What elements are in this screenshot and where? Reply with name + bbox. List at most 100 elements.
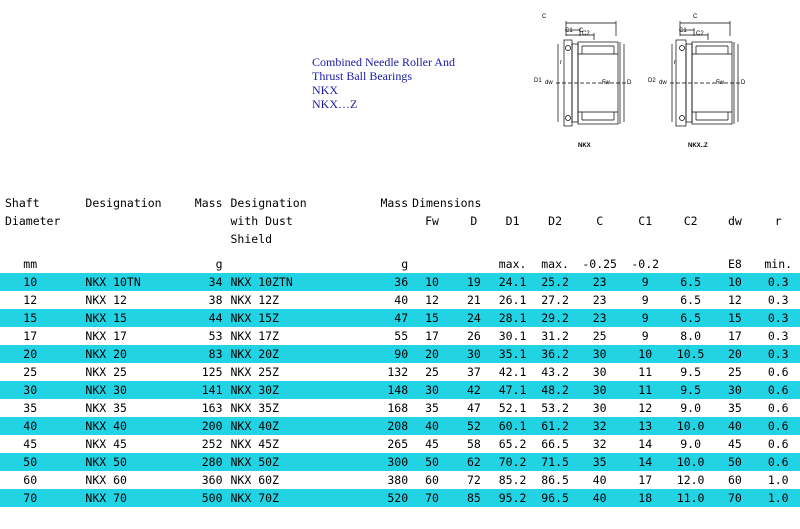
cell-fw: 10	[408, 273, 456, 291]
cell-mass-dust: 300	[360, 453, 409, 471]
cell-d1: 26.1	[498, 293, 527, 307]
bearing-drawing-nkxz	[670, 21, 742, 127]
label-c1: C1	[565, 28, 573, 34]
cell-d: 26	[466, 329, 481, 343]
label-c2: C2	[696, 31, 704, 37]
cell-d2: 29.2	[533, 309, 577, 327]
label-d: D	[627, 80, 632, 86]
table-row: 20 NKX 20 83 NKX 20Z 90 20 30 35.1 36.2 30 10 10.5 2…	[0, 345, 800, 363]
cell-fw: 40	[408, 417, 456, 435]
cell-mass-dust: 148	[360, 381, 409, 399]
cell-c: 23	[576, 273, 623, 291]
cell-dw: 50	[713, 453, 757, 471]
cell-c: 30	[592, 401, 607, 415]
cell-r: 1.0	[767, 473, 789, 487]
cell-c1: 11	[622, 381, 668, 399]
label-d2: D2	[648, 78, 656, 84]
cell-fw: 20	[408, 345, 456, 363]
cell-mass: 163	[201, 401, 223, 415]
cell-designation: NKX 40	[60, 417, 162, 435]
cell-d1: 24.1	[491, 273, 534, 291]
cell-c: 30	[576, 381, 623, 399]
cell-d1: 65.2	[498, 437, 527, 451]
cell-designation-dust: NKX 40Z	[222, 417, 361, 435]
cell-dw: 70	[713, 489, 757, 507]
header-mass2: Mass	[380, 196, 409, 210]
cell-c: 30	[592, 365, 607, 379]
cell-dw: 30	[713, 381, 757, 399]
cell-dw: 45	[727, 437, 742, 451]
cell-d: 62	[455, 453, 492, 471]
cell-mass-dust: 90	[360, 345, 409, 363]
cell-c: 23	[592, 293, 607, 307]
unit-c: -0.25	[582, 257, 617, 271]
label-c: C	[693, 14, 698, 20]
header-dimensions: Dimensions	[412, 196, 482, 210]
cell-c1: 10	[622, 345, 668, 363]
cell-mass-dust: 40	[394, 293, 409, 307]
cell-d2: 71.5	[533, 453, 577, 471]
cell-d2: 96.5	[533, 489, 577, 507]
cell-c: 30	[576, 345, 623, 363]
cell-c2: 9.0	[680, 401, 702, 415]
cell-dw: 25	[727, 365, 742, 379]
cell-c2: 12.0	[676, 473, 705, 487]
cell-r: 0.3	[756, 309, 800, 327]
cell-d: 85	[455, 489, 492, 507]
cell-shaft-diameter: 60	[23, 473, 38, 487]
cell-c1: 9	[622, 309, 668, 327]
cell-r: 0.6	[767, 365, 789, 379]
cell-shaft-diameter: 40	[0, 417, 61, 435]
cell-d1: 28.1	[491, 309, 534, 327]
cell-designation-dust: NKX 45Z	[230, 437, 279, 451]
cell-mass-dust: 208	[360, 417, 409, 435]
title-line-4: NKX…Z	[312, 97, 358, 111]
cell-mass-dust: 380	[387, 473, 409, 487]
table-row: 45 NKX 45 252 NKX 45Z 265 45 58 65.2 66.5 32 14 9.0…	[0, 435, 800, 453]
cell-c2: 8.0	[680, 329, 702, 343]
diagram-caption-nkx: NKX	[578, 143, 591, 149]
cell-d1: 35.1	[491, 345, 534, 363]
header-shaft: Shaft	[5, 196, 40, 210]
cell-d2: 36.2	[533, 345, 577, 363]
label-fw: Fw	[716, 80, 724, 86]
cell-c2: 9.5	[680, 365, 702, 379]
cell-d2: 66.5	[541, 437, 569, 451]
cell-dw: 60	[727, 473, 742, 487]
cell-mass-dust: 55	[394, 329, 409, 343]
header-designation-dust-2: with Dust	[230, 214, 293, 228]
bearing-drawing-nkx	[556, 21, 628, 127]
cell-mass-dust: 520	[360, 489, 409, 507]
label-c: C	[542, 14, 547, 20]
cell-shaft-diameter: 50	[0, 453, 61, 471]
label-d: D	[741, 80, 746, 86]
label-c2: C2	[582, 31, 590, 37]
diagram-nkx: C C C1 C2 r D1 dw Fw D NKX	[532, 14, 632, 149]
cell-shaft-diameter: 45	[23, 437, 38, 451]
cell-designation-dust: NKX 50Z	[222, 453, 361, 471]
cell-d1: 60.1	[491, 417, 534, 435]
cell-d2: 43.2	[541, 365, 569, 379]
cell-mass-dust: 132	[387, 365, 409, 379]
cell-fw: 12	[425, 293, 439, 307]
cell-d: 21	[466, 293, 481, 307]
cell-r: 0.3	[767, 329, 789, 343]
cell-dw: 40	[713, 417, 757, 435]
cell-d2: 27.2	[541, 293, 569, 307]
cell-c1: 14	[638, 437, 653, 451]
cell-c: 32	[576, 417, 623, 435]
cell-mass: 200	[161, 417, 223, 435]
diagram-caption-nkxz: NKX..Z	[688, 143, 708, 149]
cell-r: 0.3	[756, 273, 800, 291]
table-row: 60 NKX 60 360 NKX 60Z 380 60 72 85.2 86.5 40 17 12.…	[0, 471, 800, 489]
label-c-top: C	[579, 28, 584, 34]
cell-designation: NKX 12	[85, 293, 127, 307]
cell-r: 0.6	[756, 381, 800, 399]
unit-d2: max.	[541, 257, 569, 271]
cell-c1: 9	[641, 329, 649, 343]
unit-shaft: mm	[23, 257, 38, 271]
cell-designation-dust: NKX 35Z	[230, 401, 279, 415]
cell-d: 52	[455, 417, 492, 435]
cell-c2: 10.5	[667, 345, 714, 363]
cell-d1: 52.1	[498, 401, 527, 415]
